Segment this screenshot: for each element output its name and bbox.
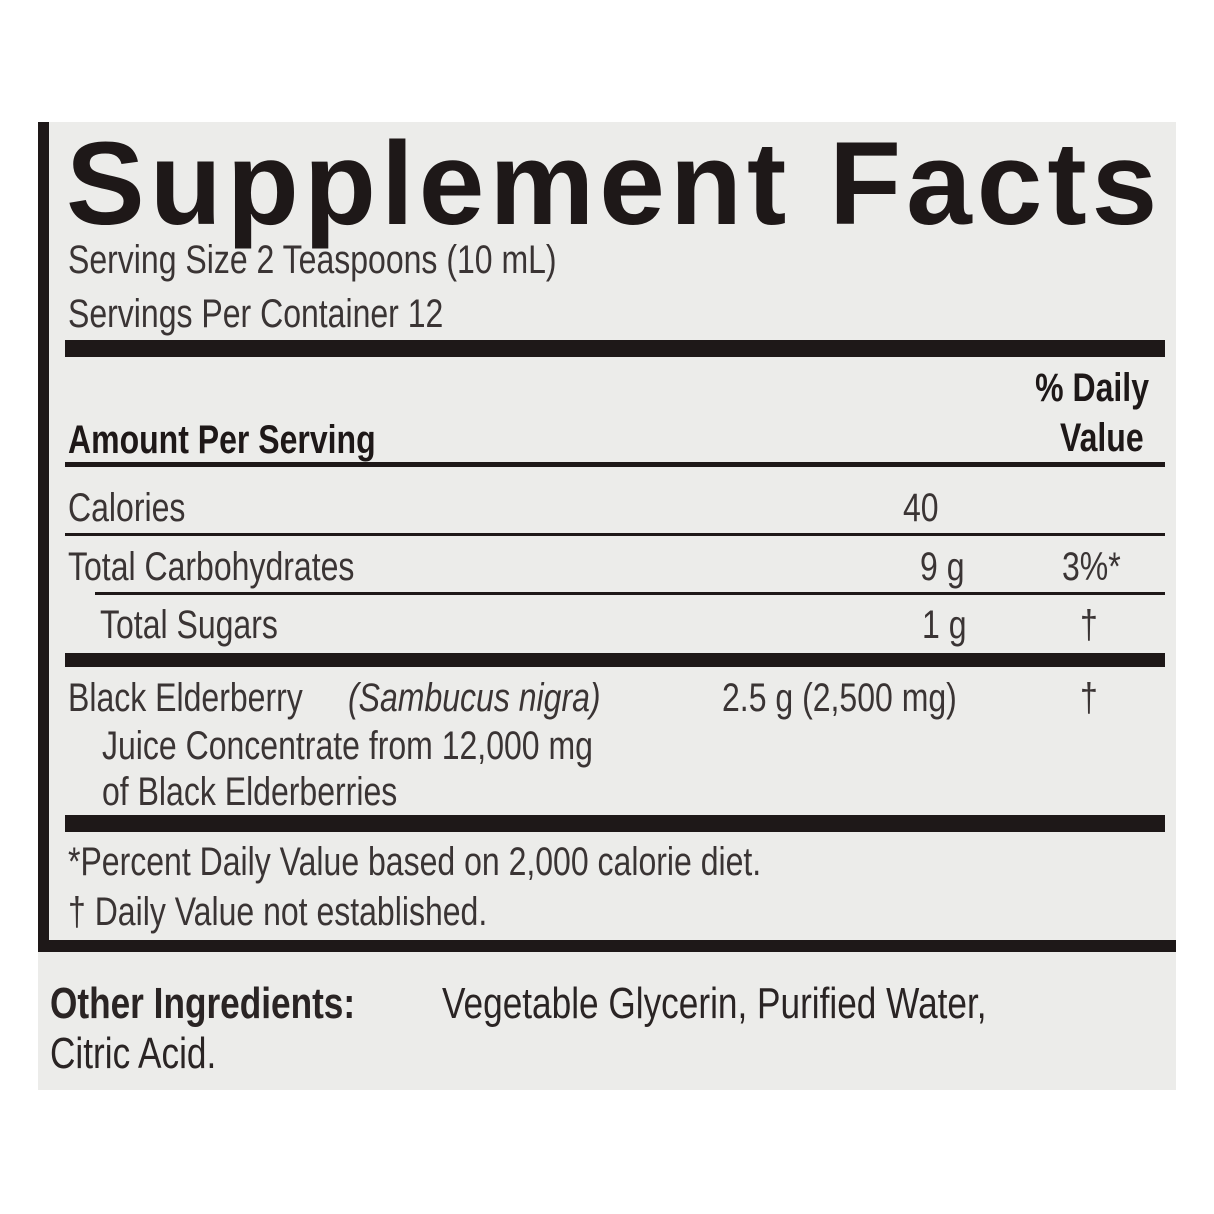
row-amount: 1 g xyxy=(922,603,967,647)
page-title: Supplement Facts xyxy=(66,118,1163,250)
dv-header-1: % Daily xyxy=(1035,366,1149,410)
supplement-facts-panel xyxy=(38,122,1176,1090)
row-amount: 2.5 g (2,500 mg) xyxy=(722,676,957,720)
border-left xyxy=(38,122,49,952)
row-dv: † xyxy=(1080,676,1098,720)
divider-thick xyxy=(65,340,1165,357)
amount-per-serving-header: Amount Per Serving xyxy=(68,418,376,462)
row-amount: 9 g xyxy=(920,545,965,589)
other-ingredients-text: Citric Acid. xyxy=(50,1029,217,1078)
ingredient-latin-name: (Sambucus nigra) xyxy=(348,676,601,720)
other-ingredients-label: Other Ingredients: xyxy=(50,979,356,1028)
footnote: † Daily Value not established. xyxy=(68,890,488,934)
other-ingredients-text: Vegetable Glycerin, Purified Water, xyxy=(442,979,987,1028)
row-detail: of Black Elderberries xyxy=(102,770,398,814)
divider-thick xyxy=(65,653,1165,667)
ingredient-name: Black Elderberry xyxy=(68,676,303,720)
row-detail: Juice Concentrate from 12,000 mg xyxy=(102,724,593,768)
row-dv: 3%* xyxy=(1062,545,1121,589)
divider xyxy=(95,592,1165,595)
row-name: Total Sugars xyxy=(100,603,278,647)
border-bottom xyxy=(38,940,1176,952)
footnote: *Percent Daily Value based on 2,000 calo… xyxy=(68,840,762,884)
divider-thick xyxy=(65,815,1165,832)
divider xyxy=(65,533,1165,536)
row-name: Total Carbohydrates xyxy=(68,545,355,589)
row-name: Calories xyxy=(68,486,186,530)
dv-header-2: Value xyxy=(1060,416,1144,460)
servings-per-container: Servings Per Container 12 xyxy=(68,292,444,336)
divider xyxy=(65,462,1165,467)
row-dv: † xyxy=(1080,603,1098,647)
serving-size: Serving Size 2 Teaspoons (10 mL) xyxy=(68,238,557,282)
row-amount: 40 xyxy=(903,486,939,530)
